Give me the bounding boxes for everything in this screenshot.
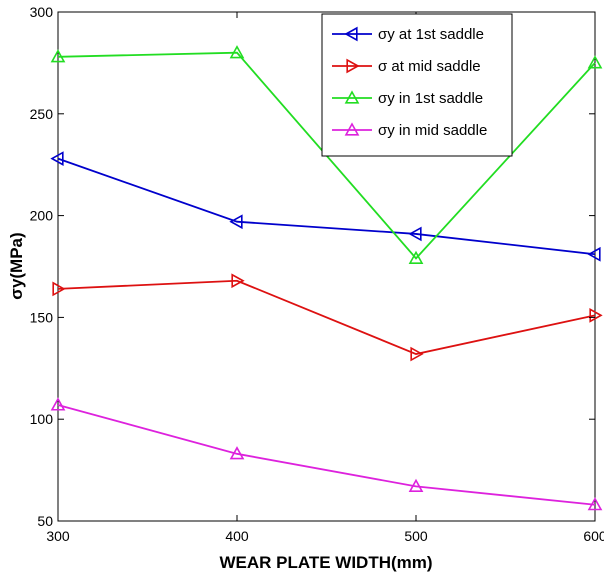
y-tick-label: 50 [37,513,53,529]
y-axis-label: σy(MPa) [7,232,26,299]
data-point [50,397,66,411]
data-point [229,214,243,230]
data-point [408,478,424,492]
x-tick-label: 500 [404,528,428,544]
data-point [50,49,66,63]
data-point [229,45,245,59]
data-point [587,246,601,262]
y-tick-label: 200 [30,208,54,224]
legend-marker [344,90,360,104]
y-tick-label: 150 [30,309,54,325]
x-tick-label: 600 [583,528,604,544]
data-point [410,346,424,362]
legend: σy at 1st saddle σ at mid saddle σy in 1st… [321,13,513,157]
legend-label: σy in 1st saddle [378,90,483,107]
data-point [587,497,603,511]
axis-ticks: 300 400 500 600 50 100 150 200 250 300 [30,4,604,544]
y-tick-label: 300 [30,4,54,20]
x-axis-label: WEAR PLATE WIDTH(mm) [219,553,432,572]
data-point [52,281,66,297]
series-line-2 [57,279,596,355]
x-tick-label: 400 [225,528,249,544]
legend-marker [344,122,360,136]
legend-marker [346,58,360,74]
data-point [408,250,424,264]
data-point [589,308,603,323]
series-line-4 [57,404,596,506]
data-point [231,273,245,289]
legend-marker [344,26,358,42]
y-tick-label: 250 [30,106,54,122]
legend-label: σy at 1st saddle [378,26,484,43]
series-line-1 [57,157,596,256]
x-tick-label: 300 [46,528,70,544]
legend-label: σy in mid saddle [378,122,487,139]
data-point [587,55,603,69]
legend-label: σ at mid saddle [378,58,481,75]
data-point [408,226,422,242]
y-tick-label: 100 [30,411,54,427]
data-point [229,446,245,460]
data-point [50,151,64,166]
